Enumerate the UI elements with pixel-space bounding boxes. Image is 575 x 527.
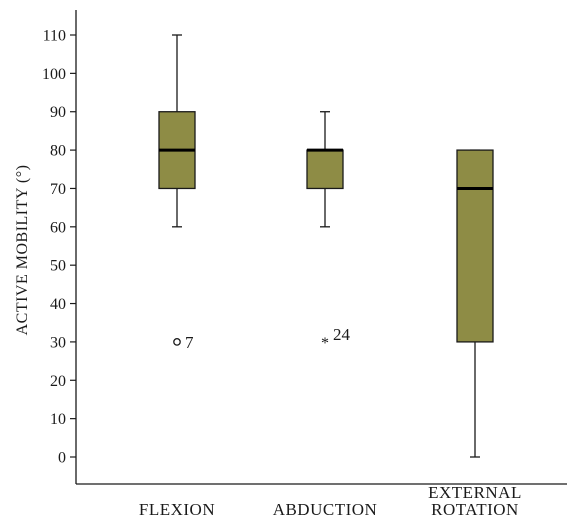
x-category-label: ROTATION	[431, 500, 519, 519]
y-tick-label: 30	[50, 334, 66, 351]
iqr-box	[306, 149, 344, 190]
y-axis: 0 10 20 30 40 50 60 70 80 90 100 110	[42, 28, 76, 467]
y-tick-label: 110	[43, 28, 66, 45]
box-3	[456, 149, 494, 458]
x-category-label: EXTERNAL	[428, 483, 522, 502]
y-tick-label: 20	[50, 373, 66, 390]
x-category-label: ABDUCTION	[273, 500, 378, 519]
y-tick-label: 90	[50, 104, 66, 121]
box-2: * 24	[306, 111, 351, 352]
outlier-point	[173, 338, 181, 346]
y-tick-label: 100	[42, 66, 66, 83]
y-tick-label: 50	[50, 258, 66, 275]
y-axis-title: ACTIVE MOBILITY (°)	[14, 165, 31, 336]
y-tick-label: 40	[50, 296, 66, 313]
box-1: 7	[158, 34, 196, 352]
y-tick-label: 60	[50, 219, 66, 236]
y-tick-label: 70	[50, 181, 66, 198]
y-tick-label: 10	[50, 411, 66, 428]
boxes: 7 * 24	[158, 34, 494, 458]
x-category-label: FLEXION	[139, 500, 215, 519]
outlier-label: 24	[333, 325, 351, 344]
extreme-point: *	[321, 335, 329, 352]
y-tick-label: 0	[58, 450, 66, 467]
iqr-box	[456, 149, 494, 343]
y-tick-label: 80	[50, 143, 66, 160]
outlier-label: 7	[185, 333, 194, 352]
